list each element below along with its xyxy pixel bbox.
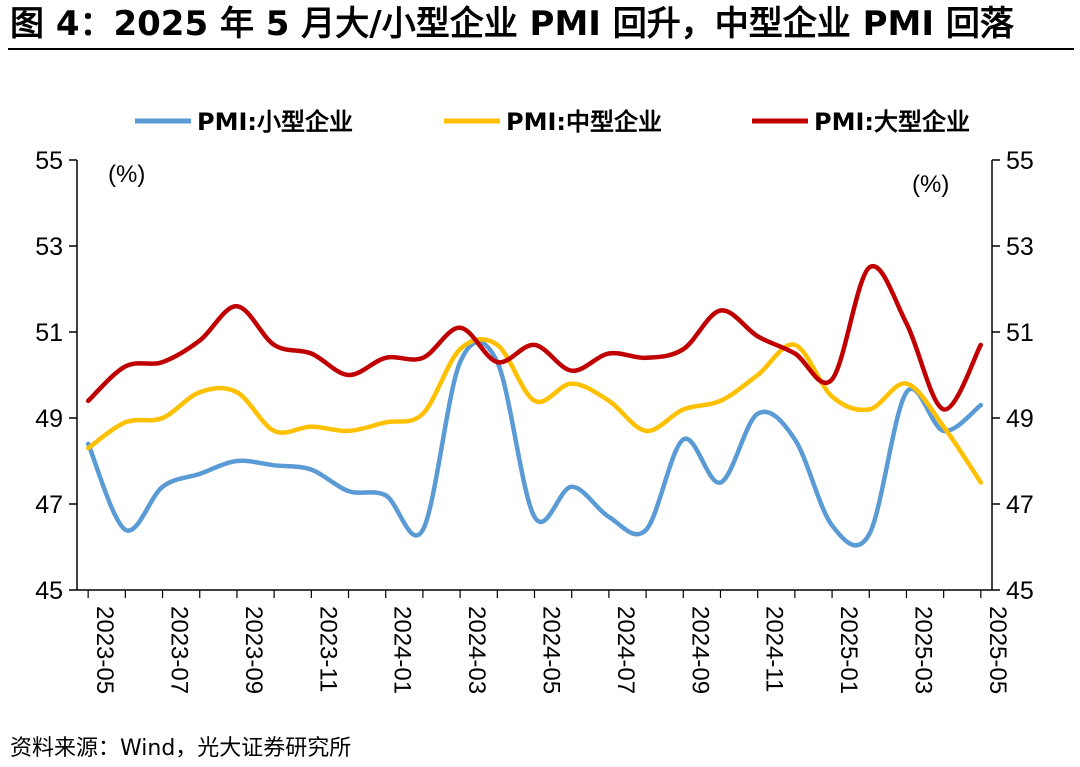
x-tick-label: 2024-11: [761, 606, 788, 692]
left-axis-unit: (%): [108, 161, 145, 188]
x-tick-label: 2025-01: [835, 606, 862, 694]
series-line-small-enterprise: [85, 339, 984, 548]
left-y-tick-label: 49: [35, 405, 63, 433]
right-y-tick-label: 45: [1006, 577, 1034, 605]
x-tick-label: 2023-11: [314, 606, 341, 692]
line-chart: 45 45 47 47 49 49 51 51 53 53 55 55 2023-05 2023-07 20…: [35, 108, 1034, 694]
left-y-tick-label: 45: [35, 577, 63, 605]
left-y-tick-label: 55: [35, 147, 63, 175]
right-y-tick-label: 49: [1006, 405, 1034, 433]
x-tick-label: 2024-01: [389, 606, 416, 694]
x-tick-label: 2024-09: [686, 606, 713, 694]
left-y-tick-label: 53: [35, 233, 63, 261]
chart-legend: PMI:小型企业 PMI:中型企业 PMI:大型企业: [135, 108, 970, 136]
right-axis-unit: (%): [912, 171, 949, 198]
x-tick-label: 2023-09: [240, 606, 267, 694]
x-tick-label: 2024-05: [538, 606, 565, 694]
series-layer: [85, 263, 984, 548]
series-line-medium-enterprise: [85, 337, 984, 485]
x-tick-label: 2024-03: [463, 606, 490, 694]
x-tick-label: 2023-05: [91, 606, 118, 694]
right-y-tick-label: 47: [1006, 491, 1034, 519]
chart-axes: 45 45 47 47 49 49 51 51 53 53 55 55 2023-05 2023-07 20…: [35, 147, 1034, 694]
left-y-tick-label: 51: [35, 319, 63, 347]
x-tick-label: 2025-05: [984, 606, 1011, 694]
right-y-tick-label: 51: [1006, 319, 1034, 347]
x-tick-label: 2023-07: [166, 606, 193, 694]
legend-label: PMI:中型企业: [506, 108, 662, 136]
right-y-tick-label: 55: [1006, 147, 1034, 175]
left-y-tick-label: 47: [35, 491, 63, 519]
legend-label: PMI:大型企业: [814, 108, 970, 136]
title-underline: [8, 48, 1074, 50]
right-y-tick-label: 53: [1006, 233, 1034, 261]
chart-title: 图 4：2025 年 5 月大/小型企业 PMI 回升，中型企业 PMI 回落: [10, 4, 1014, 44]
x-tick-label: 2024-07: [612, 606, 639, 694]
source-note: 资料来源：Wind，光大证券研究所: [10, 736, 352, 761]
series-line-large-enterprise: [85, 263, 984, 412]
x-tick-label: 2025-03: [909, 606, 936, 694]
legend-label: PMI:小型企业: [197, 108, 353, 136]
